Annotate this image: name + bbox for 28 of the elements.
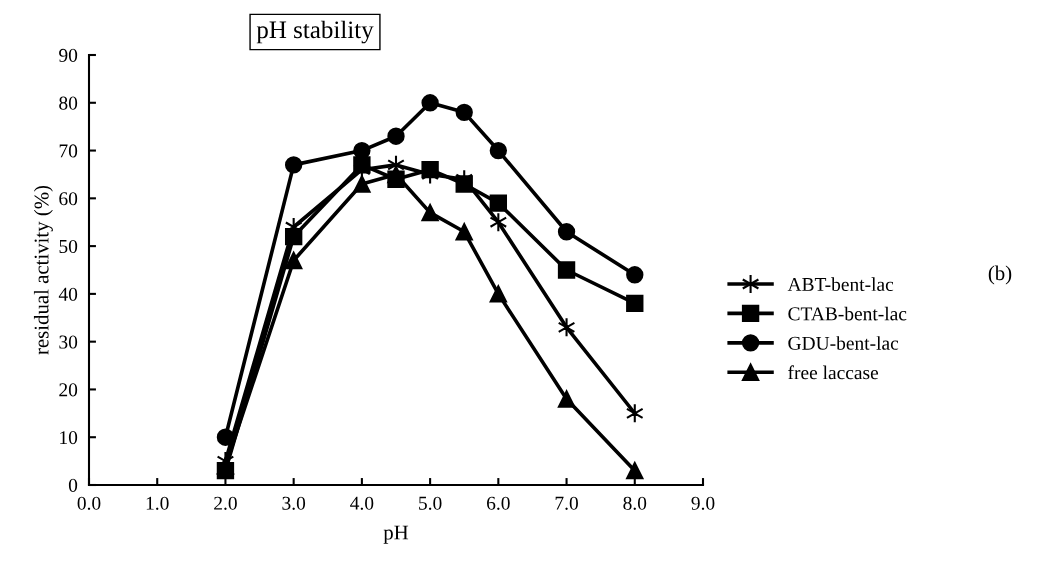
x-tick-label: 2.0 xyxy=(214,496,237,510)
legend-label: free laccase xyxy=(788,365,879,380)
x-tick-label: 6.0 xyxy=(487,496,510,510)
y-tick-label: 50 xyxy=(59,239,78,254)
y-tick-label: 70 xyxy=(59,144,78,158)
x-tick-label: 0.0 xyxy=(77,496,101,510)
x-tick-label: 8.0 xyxy=(623,496,647,510)
legend-label: ABT-bent-lac xyxy=(787,277,894,291)
y-tick-label: 10 xyxy=(60,431,78,445)
x-tick-label: 5.0 xyxy=(419,496,442,510)
x-tick-label: 9.0 xyxy=(691,496,715,510)
chart-title: pH stability xyxy=(256,20,374,44)
y-tick-label: 30 xyxy=(59,335,78,349)
y-tick-label: 90 xyxy=(59,48,78,62)
legend-label: CTAB-bent-lac xyxy=(788,306,907,321)
y-tick-label: 20 xyxy=(59,383,78,397)
legend-label: GDU-bent-lac xyxy=(788,336,899,350)
y-tick-label: 40 xyxy=(58,287,78,301)
x-axis-title: pH xyxy=(383,525,409,544)
x-tick-label: 7.0 xyxy=(555,496,578,510)
x-tick-label: 4.0 xyxy=(350,496,374,510)
y-tick-label: 60 xyxy=(59,192,78,206)
y-axis-title: residual activity (%) xyxy=(33,185,53,355)
x-tick-label: 1.0 xyxy=(146,496,169,510)
y-tick-label: 0 xyxy=(68,478,78,492)
x-tick-label: 3.0 xyxy=(282,496,306,510)
y-tick-label: 80 xyxy=(59,96,78,110)
text: (b) xyxy=(988,265,1012,285)
